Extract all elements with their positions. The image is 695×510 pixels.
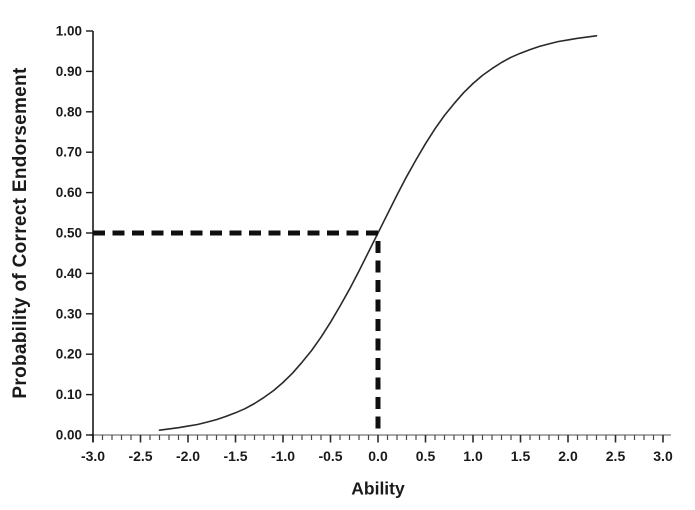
x-tick-label: 1.5 [511, 448, 531, 464]
x-tick-label: -1.5 [223, 448, 247, 464]
y-tick-label: 0.90 [56, 64, 82, 79]
x-tick-label: -3.0 [81, 448, 105, 464]
x-tick-label: 2.0 [558, 448, 578, 464]
y-tick-label: 0.30 [56, 306, 82, 321]
y-axis-title: Probability of Correct Endorsement [10, 67, 31, 399]
x-tick-label: 0.0 [368, 448, 388, 464]
y-tick-label: 0.40 [56, 266, 82, 281]
y-tick-label: 0.20 [56, 347, 82, 362]
x-axis-title: Ability [351, 478, 405, 499]
x-tick-label: 2.5 [606, 448, 626, 464]
y-tick-label: 0.80 [56, 104, 82, 119]
y-tick-label: 0.70 [56, 145, 82, 160]
x-tick-label: -0.5 [318, 448, 342, 464]
x-tick-label: 3.0 [653, 448, 673, 464]
x-tick-label: 1.0 [463, 448, 483, 464]
x-tick-label: -1.0 [271, 448, 295, 464]
y-tick-label: 0.50 [56, 226, 82, 241]
y-tick-label: 0.60 [56, 185, 82, 200]
x-tick-label: -2.5 [128, 448, 152, 464]
y-tick-label: 0.10 [56, 387, 82, 402]
y-tick-label: 1.00 [56, 24, 82, 39]
x-tick-label: -2.0 [176, 448, 200, 464]
y-tick-label: 0.00 [56, 428, 82, 443]
x-tick-label: 0.5 [416, 448, 436, 464]
